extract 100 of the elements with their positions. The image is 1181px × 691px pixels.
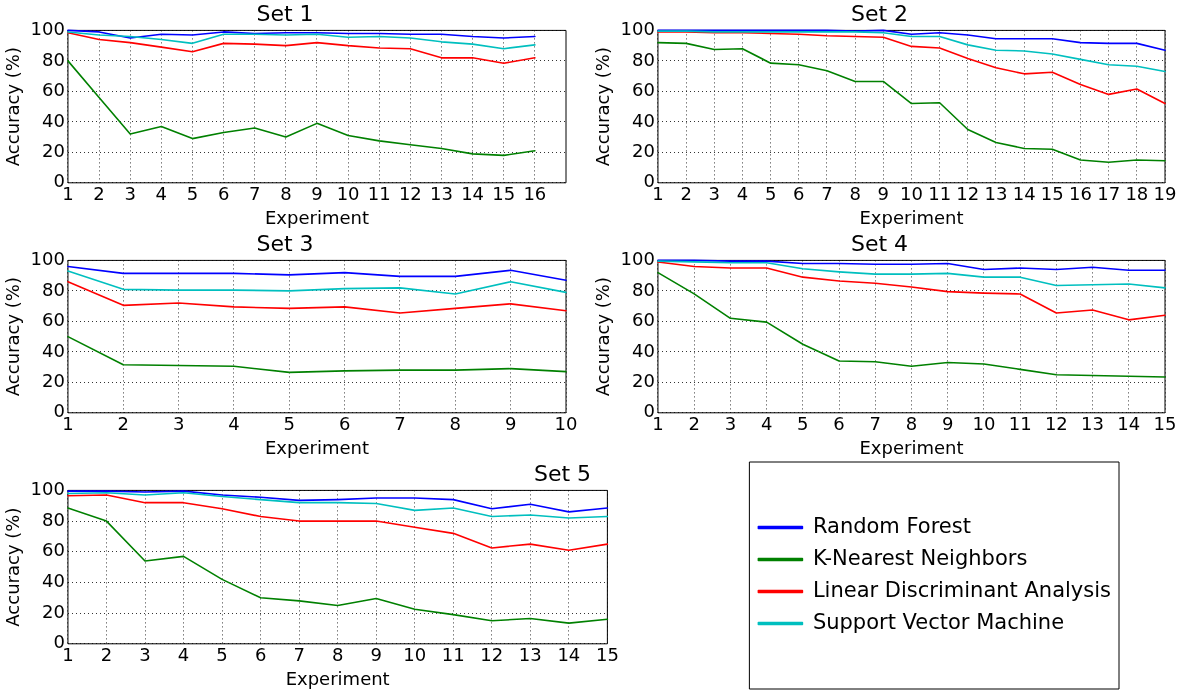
legend-label: Support Vector Machine [812,609,1065,634]
y-tick-label: 100 [30,248,65,270]
x-tick-label: 10 [554,413,578,435]
x-tick-label: 2 [680,183,692,205]
y-tick-label: 60 [632,79,655,101]
x-tick-label: 6 [217,183,230,205]
y-axis-title: Accuracy (%) [2,277,24,397]
legend-label: Linear Discriminant Analysis [812,577,1112,602]
x-tick-label: 15 [1040,183,1064,205]
x-tick-label: 6 [338,413,351,435]
chart-title: Set 1 [256,0,314,26]
y-tick-label: 100 [620,18,655,40]
x-tick-label: 3 [724,413,737,435]
y-tick-label: 60 [42,539,65,561]
x-tick-label: 2 [117,413,130,435]
y-tick-label: 20 [42,600,65,622]
x-tick-label: 11 [441,644,465,666]
x-tick-label: 16 [1069,183,1092,205]
x-tick-label: 17 [1097,183,1121,205]
y-tick-label: 40 [42,339,65,361]
x-tick-label: 7 [869,413,881,435]
x-tick-label: 11 [928,183,952,205]
x-axis-title: Experiment [264,436,369,458]
x-tick-label: 15 [492,183,516,205]
y-axis-title: Accuracy (%) [592,277,614,397]
x-tick-label: 10 [972,413,996,435]
x-tick-label: 13 [984,183,1008,205]
x-tick-label: 6 [833,413,845,435]
y-axis-title: Accuracy (%) [2,507,24,627]
x-tick-label: 9 [370,644,382,666]
y-tick-label: 80 [632,48,655,70]
x-tick-label: 16 [523,183,547,205]
x-tick-label: 4 [736,183,749,205]
x-tick-label: 9 [311,183,323,205]
x-tick-label: 14 [557,644,581,666]
x-tick-label: 2 [688,413,700,435]
y-tick-label: 60 [632,309,655,331]
x-tick-label: 7 [821,183,833,205]
legend-label: K-Nearest Neighbors [812,545,1028,570]
x-tick-label: 13 [430,183,453,205]
x-tick-label: 7 [394,413,406,435]
x-tick-label: 7 [293,644,305,666]
x-tick-label: 7 [249,183,261,205]
x-tick-label: 3 [139,644,151,666]
x-tick-label: 4 [155,183,168,205]
x-tick-label: 2 [100,644,113,666]
x-tick-label: 9 [877,183,890,205]
x-tick-label: 14 [1012,183,1036,205]
x-tick-label: 3 [172,413,185,435]
x-tick-label: 11 [1008,413,1032,435]
x-tick-label: 4 [760,413,773,435]
y-tick-label: 20 [42,139,65,161]
y-tick-label: 40 [632,339,655,361]
chart-title: Set 3 [256,230,314,256]
x-tick-label: 18 [1125,183,1149,205]
x-tick-label: 14 [461,183,485,205]
x-tick-label: 8 [449,413,462,435]
x-tick-label: 4 [228,413,240,435]
y-tick-label: 0 [53,631,65,653]
chart-title: Set 5 [533,460,592,486]
x-tick-label: 10 [900,183,923,205]
legend-label: Random Forest [812,513,971,538]
x-tick-label: 9 [504,413,517,435]
y-tick-label: 100 [30,18,65,40]
x-axis-title: Experiment [859,436,964,458]
x-tick-label: 10 [403,644,427,666]
y-tick-label: 80 [42,278,65,300]
x-tick-label: 12 [398,183,422,205]
x-tick-label: 5 [283,413,296,435]
x-tick-label: 12 [480,644,504,666]
x-tick-label: 11 [367,183,391,205]
x-tick-label: 6 [793,183,805,205]
y-tick-label: 40 [632,109,655,131]
x-tick-label: 8 [280,183,292,205]
x-tick-label: 12 [1044,413,1068,435]
y-tick-label: 80 [632,278,655,300]
x-tick-label: 2 [93,183,105,205]
x-tick-label: 15 [595,644,619,666]
x-tick-label: 6 [254,644,267,666]
x-tick-label: 15 [1153,413,1177,435]
y-tick-label: 40 [42,109,65,131]
y-axis-title: Accuracy (%) [2,47,24,167]
x-axis-title: Experiment [859,206,964,228]
y-tick-label: 40 [42,570,65,592]
y-tick-label: 20 [632,139,655,161]
x-axis-title: Experiment [264,206,369,228]
x-tick-label: 10 [336,183,360,205]
x-tick-label: 13 [518,644,542,666]
y-tick-label: 0 [53,400,65,422]
y-tick-label: 0 [643,170,655,192]
x-tick-label: 14 [1117,413,1141,435]
chart-title: Set 4 [850,230,909,256]
y-tick-label: 0 [53,170,65,192]
x-tick-label: 5 [797,413,809,435]
x-tick-label: 8 [905,413,918,435]
y-tick-label: 80 [42,48,65,70]
y-tick-label: 20 [42,369,65,391]
y-tick-label: 60 [42,309,65,331]
y-tick-label: 100 [620,248,655,270]
x-tick-label: 13 [1081,413,1105,435]
